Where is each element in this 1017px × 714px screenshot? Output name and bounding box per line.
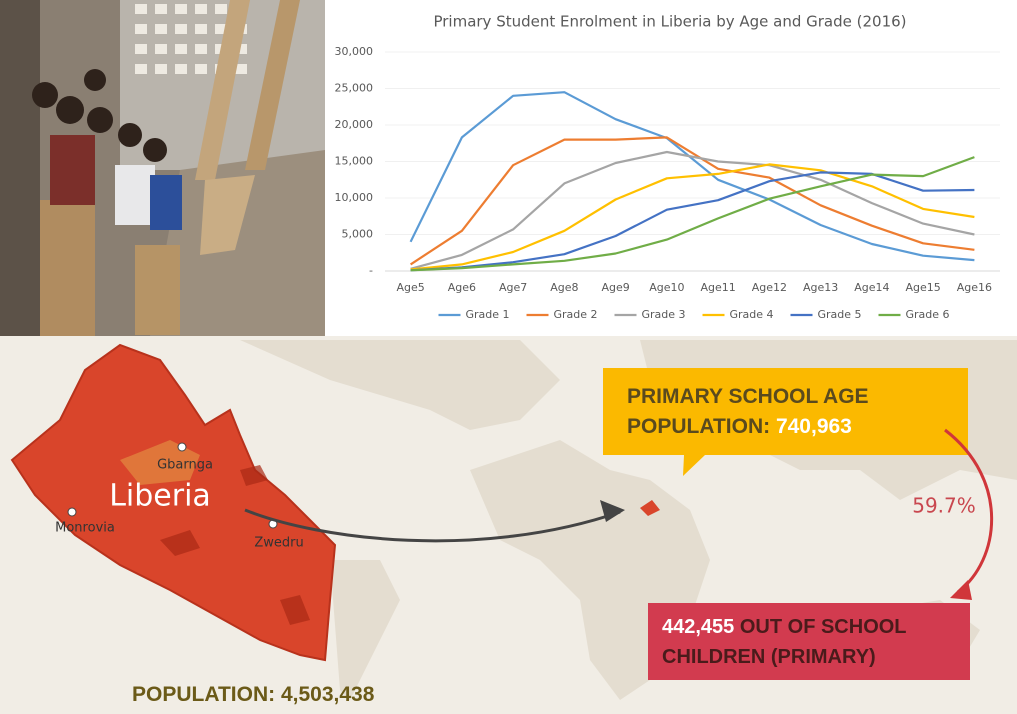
series-line bbox=[409, 136, 975, 266]
series-line bbox=[410, 163, 975, 271]
out-of-school-text: 442,455 OUT OF SCHOOL bbox=[662, 616, 907, 638]
y-tick-label: 15,000 bbox=[335, 155, 374, 168]
city-label: Gbarnga bbox=[157, 458, 213, 473]
y-tick-label: 5,000 bbox=[342, 228, 374, 241]
x-tick-label: Age11 bbox=[700, 281, 735, 294]
series-line bbox=[410, 156, 975, 272]
x-tick-label: Age7 bbox=[499, 281, 527, 294]
chart-title: Primary Student Enrolment in Liberia by … bbox=[433, 13, 906, 31]
liberia-map bbox=[10, 343, 660, 662]
legend-label: Grade 2 bbox=[554, 308, 598, 321]
series-line bbox=[409, 91, 975, 262]
plot-area: - 5,000 10,000 15,000 20,000 25,000 30,000 Age5… bbox=[335, 45, 1000, 321]
callout-text: POPULATION: 740,963 bbox=[627, 415, 852, 438]
x-tick-label: Age12 bbox=[752, 281, 787, 294]
callout-box bbox=[603, 368, 968, 476]
x-tick-label: Age14 bbox=[854, 281, 889, 294]
share-label: 59.7% bbox=[912, 494, 976, 518]
legend-label: Grade 5 bbox=[818, 308, 862, 321]
country-label: Liberia bbox=[109, 479, 211, 514]
out-of-school-box bbox=[648, 603, 970, 680]
y-tick-label: - bbox=[369, 264, 373, 277]
legend-label: Grade 3 bbox=[642, 308, 686, 321]
series-line bbox=[410, 171, 975, 272]
population-text: POPULATION: 4,503,438 bbox=[132, 683, 375, 706]
x-tick-label: Age8 bbox=[550, 281, 578, 294]
arrow-head bbox=[950, 580, 972, 600]
legend-label: Grade 6 bbox=[906, 308, 950, 321]
x-tick-label: Age6 bbox=[448, 281, 476, 294]
y-tick-label: 10,000 bbox=[335, 191, 374, 204]
y-tick-label: 30,000 bbox=[335, 45, 374, 58]
out-of-school-text: CHILDREN (PRIMARY) bbox=[662, 646, 876, 668]
x-tick-label: Age13 bbox=[803, 281, 838, 294]
city-label: Monrovia bbox=[55, 521, 115, 536]
x-tick-label: Age9 bbox=[601, 281, 629, 294]
legend-label: Grade 1 bbox=[466, 308, 510, 321]
x-tick-label: Age10 bbox=[649, 281, 684, 294]
x-tick-label: Age15 bbox=[905, 281, 940, 294]
classroom-photo bbox=[0, 0, 325, 336]
city-label: Zwedru bbox=[254, 536, 303, 551]
x-tick-label: Age16 bbox=[957, 281, 992, 294]
chart-panel bbox=[325, 0, 1017, 336]
legend-label: Grade 4 bbox=[730, 308, 774, 321]
callout-text: PRIMARY SCHOOL AGE bbox=[627, 385, 869, 408]
series-line bbox=[410, 150, 975, 270]
y-tick-label: 25,000 bbox=[335, 82, 374, 95]
y-tick-label: 20,000 bbox=[335, 118, 374, 131]
x-tick-label: Age5 bbox=[396, 281, 424, 294]
flow-arrow bbox=[944, 428, 994, 594]
